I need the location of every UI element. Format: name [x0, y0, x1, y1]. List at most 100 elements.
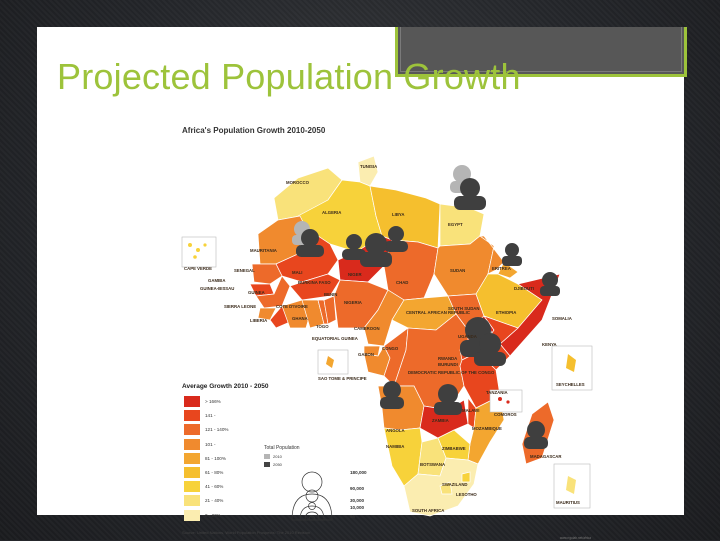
label-mauritius: MAURITIUS — [556, 500, 580, 505]
label-lesotho: LESOTHO — [456, 492, 477, 497]
label-benin: BENIN — [324, 292, 337, 297]
slide: Africa's Population Growth 2010-2050 CAP… — [37, 27, 687, 540]
label-botswana: BOTSWANA — [420, 462, 445, 467]
legend-item: 0 - 20% — [184, 509, 221, 521]
label-south-africa: SOUTH AFRICA — [412, 508, 444, 513]
legend-item: 61 - 80% — [184, 467, 223, 478]
label-mozambique: MOZAMBIQUE — [472, 426, 502, 431]
legend-item: 141 - — [184, 410, 216, 422]
legend-label: 0 - 20% — [205, 512, 221, 518]
scale-30000: 30,000 — [350, 498, 365, 503]
label-nigeria: NIGERIA — [344, 300, 362, 305]
label-guinea: GUINEA — [248, 290, 265, 295]
label-uganda: UGANDA — [458, 334, 477, 339]
legend-label: 41 - 60% — [205, 484, 224, 490]
legend-swatch — [184, 481, 200, 493]
region-swaziland — [461, 471, 471, 483]
source-note: Source: United Nations, World Population… — [182, 530, 311, 535]
label-egypt: EGYPT — [448, 222, 463, 227]
scale-90000: 90,000 — [350, 486, 365, 491]
legend-swatch — [184, 495, 200, 507]
cape-verde-inset — [181, 236, 217, 268]
label-guinea-bissau: GUINEA-BISSAU — [200, 286, 234, 291]
map-svg: CAPE VERDE — [181, 155, 593, 517]
legend-label: 81 - 100% — [205, 455, 226, 461]
swatch-2010 — [264, 454, 270, 459]
label-somalia: SOMALIA — [552, 316, 572, 321]
label-morocco: MOROCCO — [286, 180, 310, 185]
label-burundi: BURUNDI — [438, 362, 458, 367]
label-malawi: MALAWI — [462, 408, 479, 413]
comoros-inset — [489, 389, 523, 413]
label-madagascar: MADAGASCAR — [530, 454, 562, 459]
credit: www.ngolab.net/africa — [559, 536, 591, 540]
label-gabon: GABON — [358, 352, 374, 357]
label-libya: LIBYA — [392, 212, 405, 217]
label-cameroon: CAMEROON — [354, 326, 380, 331]
label-car: CENTRAL AFRICAN REPUBLIC — [406, 310, 470, 315]
region-senegal — [251, 263, 283, 285]
label-2010: 2010 — [273, 454, 282, 459]
slide-title: Projected Population Growth — [57, 56, 521, 97]
label-tunisia: TUNISIA — [360, 164, 377, 169]
label-tanzania: TANZANIA — [486, 390, 508, 395]
legend-item: 21 - 40% — [184, 495, 224, 507]
label-gambia: GAMBIA — [208, 278, 225, 283]
total-population-title: Total Population — [264, 445, 300, 451]
label-drc: DEMOCRATIC REPUBLIC OF THE CONGO — [408, 370, 495, 375]
region-djibouti — [497, 261, 519, 279]
label-2050: 2050 — [273, 462, 282, 467]
legend-item: > 166% — [184, 396, 221, 407]
label-chad: CHAD — [396, 280, 408, 285]
legend-swatch — [184, 424, 200, 436]
legend-label: 121 - 140% — [205, 427, 229, 433]
label-namibia: NAMIBIA — [386, 444, 404, 449]
label-mali: MALI — [292, 270, 303, 275]
region-benin — [323, 295, 337, 325]
total-population-2050: 2050 — [264, 462, 282, 467]
scale-180000: 180,000 — [350, 470, 367, 475]
legend-label: > 166% — [205, 399, 221, 404]
scale-10000: 10,000 — [350, 505, 365, 510]
legend-item: 121 - 140% — [184, 424, 229, 436]
legend-title: Average Growth 2010 - 2050 — [182, 383, 269, 390]
label-algeria: ALGERIA — [322, 210, 341, 215]
label-liberia: LIBERIA — [250, 318, 267, 323]
label-rwanda: RWANDA — [438, 356, 457, 361]
label-equatorial-guinea: EQUATORIAL GUINEA — [312, 336, 358, 341]
label-ghana: GHANA — [292, 316, 308, 321]
label-sierra-leone: SIERRA LEONE — [224, 304, 256, 309]
label-sudan: SUDAN — [450, 268, 465, 273]
legend-swatch — [184, 467, 200, 478]
label-south-sudan: SOUTH SUDAN — [448, 306, 480, 311]
label-zimbabwe: ZIMBABWE — [442, 446, 466, 451]
label-seychelles: SEYCHELLES — [556, 382, 585, 387]
legend-swatch — [184, 438, 200, 450]
label-congo: CONGO — [382, 346, 399, 351]
population-scale-icon — [291, 471, 333, 521]
label-angola: ANGOLA — [386, 428, 405, 433]
label-senegal: SENEGAL — [234, 268, 255, 273]
legend-label: 21 - 40% — [205, 498, 224, 504]
label-burkina-faso: BURKINA FASO — [298, 280, 331, 285]
label-swaziland: SWAZILAND — [442, 482, 468, 487]
swatch-2050 — [264, 462, 270, 467]
legend-swatch — [184, 396, 200, 407]
africa-population-map: Africa's Population Growth 2010-2050 CAP… — [178, 124, 597, 541]
label-djibouti: DJIBOUTI — [514, 286, 534, 291]
population-figures-2050 — [296, 178, 560, 449]
legend-swatch — [184, 452, 200, 464]
label-cape-verde: CAPE VERDE — [184, 266, 212, 271]
label-comoros: COMOROS — [494, 412, 517, 417]
region-lesotho — [439, 481, 453, 495]
legend-label: 141 - — [205, 413, 216, 419]
region-tunisia — [357, 155, 379, 187]
label-kenya: KENYA — [542, 342, 557, 347]
scale-55: 55 — [350, 514, 356, 519]
label-ethiopia: ETHIOPIA — [496, 310, 516, 315]
region-eritrea — [478, 235, 505, 275]
label-eritrea: ERITREA — [492, 266, 511, 271]
label-togo: TOGO — [316, 324, 329, 329]
legend-item: 41 - 60% — [184, 481, 224, 493]
legend-swatch — [184, 509, 200, 521]
